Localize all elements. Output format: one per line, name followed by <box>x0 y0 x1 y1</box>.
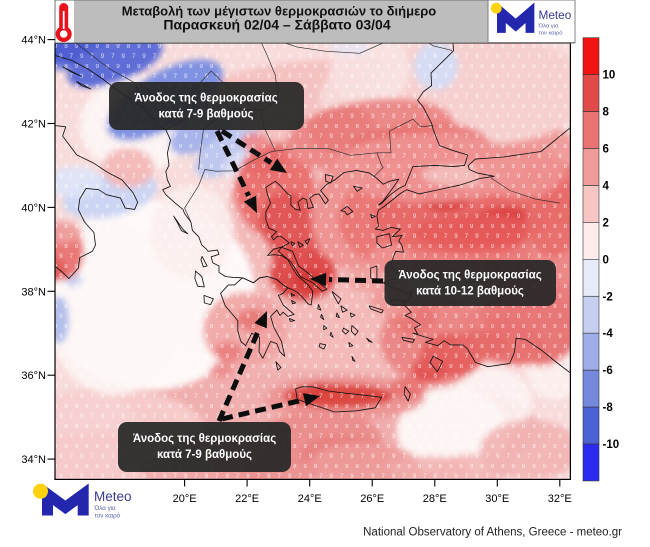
svg-text:Όλα για: Όλα για <box>94 505 117 512</box>
svg-text:-6: -6 <box>603 365 613 377</box>
svg-text:4: 4 <box>603 181 610 193</box>
svg-text:22°E: 22°E <box>235 493 259 505</box>
svg-text:-10: -10 <box>603 439 620 451</box>
svg-text:32°E: 32°E <box>548 493 572 505</box>
svg-text:Meteo: Meteo <box>539 8 572 22</box>
svg-text:2: 2 <box>603 217 609 229</box>
svg-text:20°E: 20°E <box>173 493 197 505</box>
svg-text:κατά 7-9 βαθμούς: κατά 7-9 βαθμούς <box>157 449 252 461</box>
svg-text:-4: -4 <box>603 328 614 340</box>
svg-text:34°N: 34°N <box>21 454 46 466</box>
svg-text:Παρασκευή 02/04 – Σάββατο 03/0: Παρασκευή 02/04 – Σάββατο 03/04 <box>163 17 390 33</box>
svg-text:40°N: 40°N <box>21 202 46 214</box>
svg-text:44°N: 44°N <box>21 35 46 47</box>
svg-text:κατά 7-9 βαθμούς: κατά 7-9 βαθμούς <box>158 109 253 121</box>
svg-text:36°N: 36°N <box>21 370 46 382</box>
svg-text:National Observatory of Athens: National Observatory of Athens, Greece -… <box>363 527 622 539</box>
svg-text:Άνοδος της θερμοκρασίας: Άνοδος της θερμοκρασίας <box>134 93 277 105</box>
svg-text:30°E: 30°E <box>485 493 509 505</box>
svg-text:Άνοδος της θερμοκρασίας: Άνοδος της θερμοκρασίας <box>398 270 541 282</box>
svg-text:-8: -8 <box>603 402 614 414</box>
svg-text:-2: -2 <box>603 291 613 303</box>
svg-text:10: 10 <box>603 70 616 82</box>
svg-text:Όλα για: Όλα για <box>538 24 559 30</box>
svg-text:Άνοδος της θερμοκρασίας: Άνοδος της θερμοκρασίας <box>133 433 276 445</box>
svg-text:Meteo: Meteo <box>94 489 132 504</box>
svg-text:8: 8 <box>603 107 610 119</box>
svg-text:42°N: 42°N <box>21 119 46 131</box>
svg-text:6: 6 <box>603 144 609 156</box>
svg-text:38°N: 38°N <box>21 286 46 298</box>
svg-text:κατά 10-12 βαθμούς: κατά 10-12 βαθμούς <box>416 286 524 298</box>
svg-text:τον καιρό: τον καιρό <box>539 30 563 37</box>
svg-text:24°E: 24°E <box>298 493 322 505</box>
svg-text:0: 0 <box>603 254 609 266</box>
svg-text:Μεταβολή των μέγιστων θερμοκρα: Μεταβολή των μέγιστων θερμοκρασιών το δι… <box>122 4 437 19</box>
svg-text:26°E: 26°E <box>360 493 384 505</box>
svg-text:28°E: 28°E <box>423 493 447 505</box>
svg-text:τον καιρό: τον καιρό <box>95 513 121 520</box>
